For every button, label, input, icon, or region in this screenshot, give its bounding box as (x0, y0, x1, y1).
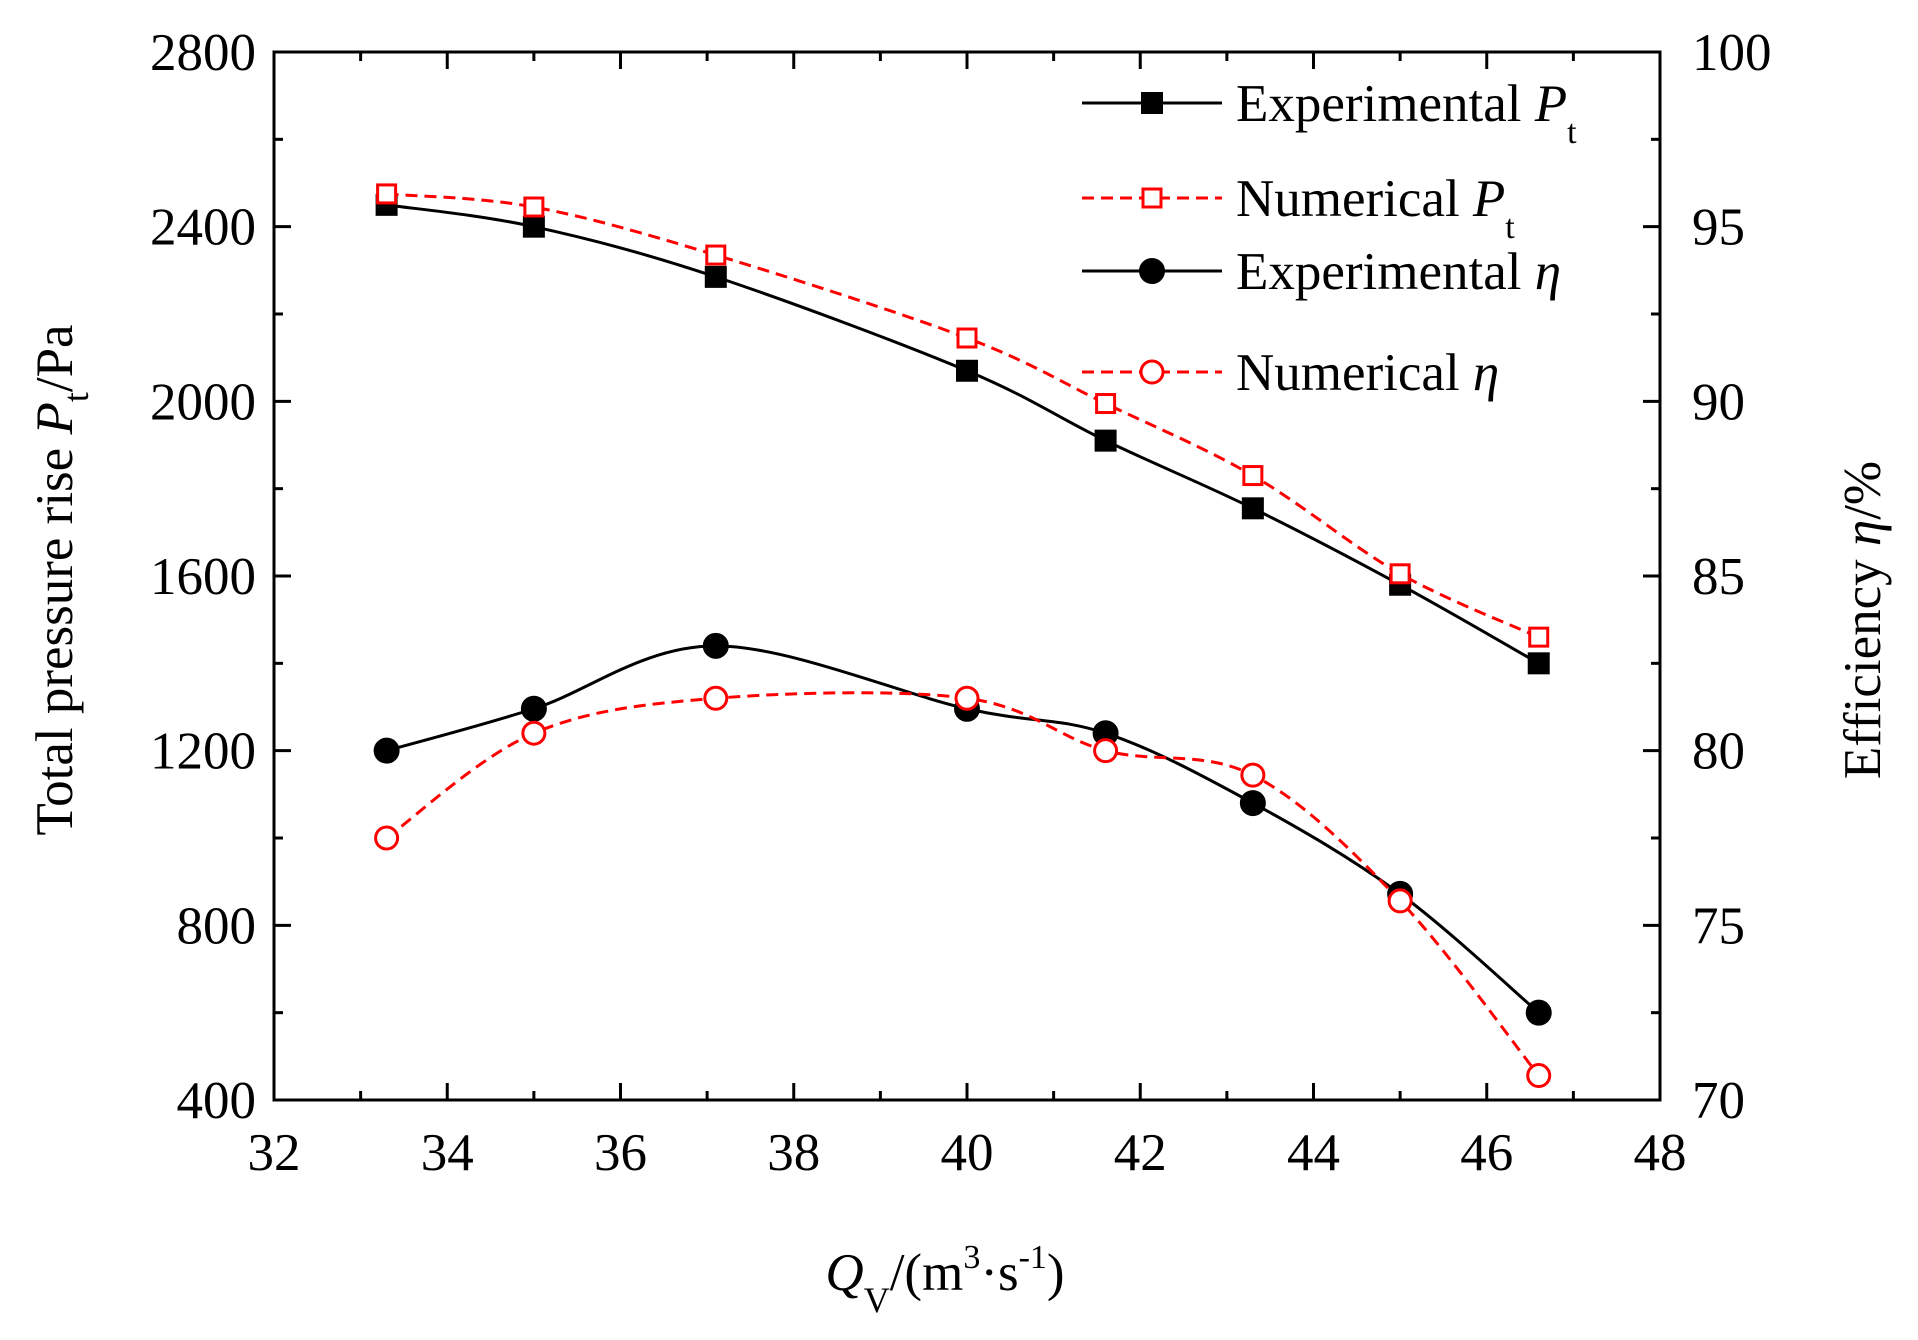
legend-item-numerical-eta: Numerical η (1082, 344, 1499, 402)
series-line (386, 203, 1540, 665)
legend-marker (1141, 92, 1163, 114)
y-left-tick-label: 2000 (150, 373, 256, 431)
y-left-tick-label: 800 (177, 897, 257, 955)
data-point (376, 183, 398, 205)
legend-marker (1139, 359, 1165, 385)
x-tick-label: 32 (248, 1124, 301, 1182)
legend-item-experimental-eta: Experimental η (1082, 243, 1561, 301)
data-point (703, 685, 729, 711)
data-point (1240, 762, 1266, 788)
data-point (956, 359, 978, 382)
y-left-axis: 400 800 1200 1600 2000 2400 2800 (150, 24, 291, 1130)
data-point (1525, 999, 1552, 1026)
data-point (1387, 888, 1413, 914)
x-tick-label: 48 (1634, 1124, 1687, 1182)
x-tick-label: 42 (1114, 1124, 1167, 1182)
y-right-tick-label: 95 (1692, 199, 1745, 257)
x-axis-title: QV/(m3·s-1) (825, 1239, 1064, 1320)
data-point (374, 825, 400, 851)
data-point (702, 632, 729, 659)
data-point (522, 215, 545, 238)
legend-label: Experimental Pt (1236, 75, 1577, 151)
x-tick-label: 34 (421, 1124, 474, 1182)
series-line (385, 691, 1540, 1077)
x-axis: 32 34 36 38 40 42 44 46 48 (248, 52, 1687, 1182)
data-point (523, 196, 545, 218)
x-tick-label: 44 (1287, 1124, 1340, 1182)
x-tick-label: 46 (1460, 1124, 1513, 1182)
x-tick-label: 36 (594, 1124, 647, 1182)
data-point (956, 327, 978, 349)
y-right-tick-label: 80 (1692, 723, 1745, 781)
y-left-tick-label: 1200 (150, 723, 256, 781)
legend-marker (1141, 187, 1163, 209)
legend-label: Numerical Pt (1236, 170, 1515, 246)
data-point (520, 695, 547, 722)
y-right-tick-label: 90 (1692, 373, 1745, 431)
legend-label: Experimental η (1236, 243, 1561, 301)
y-right-tick-label: 70 (1692, 1072, 1745, 1130)
series-layer (373, 183, 1552, 1089)
data-point (1242, 465, 1264, 487)
data-point (705, 244, 727, 266)
data-point (704, 265, 727, 288)
legend-marker (1139, 258, 1165, 284)
data-point (1094, 429, 1117, 452)
y-right-tick-label: 100 (1692, 24, 1772, 82)
data-point (373, 737, 400, 764)
x-tick-label: 40 (941, 1124, 994, 1182)
y-right-axis-title: Efficiency η/% (1834, 461, 1892, 779)
y-right-tick-label: 75 (1692, 897, 1745, 955)
axis-titles: QV/(m3·s-1) Total pressure rise Pt/Pa Effi… (26, 324, 1892, 1320)
data-point (1239, 790, 1266, 817)
y-right-tick-label: 85 (1692, 548, 1745, 606)
legend-label: Numerical η (1236, 344, 1499, 402)
data-point (954, 685, 980, 711)
y-right-axis: 70 75 80 85 90 95 100 (1643, 24, 1772, 1130)
series-line (386, 192, 1540, 639)
data-point (1528, 626, 1550, 648)
y-left-axis-title: Total pressure rise Pt/Pa (26, 324, 96, 835)
series-numerical-pt (376, 183, 1550, 648)
series-numerical-eta (374, 685, 1552, 1089)
data-point (1093, 738, 1119, 764)
legend-item-numerical-pt: Numerical Pt (1082, 170, 1515, 246)
legend-item-experimental-pt: Experimental Pt (1082, 75, 1577, 151)
data-point (1389, 563, 1411, 585)
data-point (1526, 1063, 1552, 1089)
y-left-tick-label: 1600 (150, 548, 256, 606)
data-point (1241, 497, 1264, 520)
data-point (521, 720, 547, 746)
x-tick-label: 38 (767, 1124, 820, 1182)
y-left-tick-label: 2800 (150, 24, 256, 82)
y-left-tick-label: 400 (177, 1072, 257, 1130)
data-point (1095, 393, 1117, 415)
y-left-tick-label: 2400 (150, 199, 256, 257)
legend: Experimental Pt Numerical PtExperimental … (1082, 75, 1577, 402)
data-point (1527, 652, 1550, 675)
